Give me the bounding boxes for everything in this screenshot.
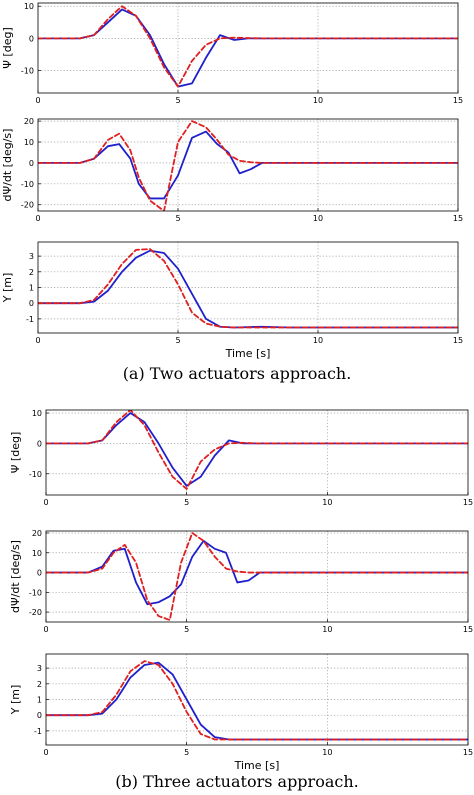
x-tick-label: 0 [43, 625, 48, 634]
x-tick-label: 5 [175, 96, 180, 105]
plot-area [38, 119, 458, 211]
plot-frame [45, 653, 469, 746]
x-tick-label: 0 [35, 214, 40, 223]
plot-area [46, 410, 468, 495]
series-line-dashed-red [46, 660, 468, 741]
series-line-dashed-red [46, 410, 468, 490]
chart-0: 0 5 10 15 -10 0 10 Ψ [deg] [1, 2, 463, 105]
x-axis-label: Time [s] [225, 347, 271, 360]
x-tick-label: 10 [313, 96, 323, 105]
y-axis-label: Y [m] [9, 685, 22, 716]
y-tick-label: 20 [24, 117, 34, 126]
plot-frame [45, 530, 469, 623]
series-line-dashed-red [38, 120, 458, 211]
plot-frame [45, 409, 469, 496]
x-tick-label: 0 [35, 96, 40, 105]
plot-frame [37, 241, 459, 334]
x-tick-label: 0 [43, 498, 48, 507]
y-tick-label: 3 [37, 664, 42, 673]
x-axis-label: Time [s] [234, 759, 280, 772]
series-line-dashed-red [38, 248, 458, 329]
y-tick-label: -10 [21, 67, 34, 76]
x-tick-label: 15 [463, 625, 473, 634]
x-tick-label: 15 [463, 748, 473, 757]
x-tick-label: 15 [463, 498, 473, 507]
series-line-dashed-red [46, 532, 468, 621]
y-tick-label: -20 [21, 201, 34, 210]
y-tick-label: 0 [29, 34, 34, 43]
y-tick-label: 20 [32, 529, 42, 538]
y-tick-label: 1 [37, 696, 42, 705]
y-axis-label: dΨ/dt [deg/s] [1, 129, 14, 202]
y-tick-label: 10 [32, 549, 42, 558]
x-tick-label: 5 [175, 336, 180, 345]
y-tick-label: 0 [29, 299, 34, 308]
x-tick-label: 10 [313, 336, 323, 345]
chart-5: 0 5 10 15 -1 0 1 2 3 Y [m] Time [s] [9, 653, 473, 772]
x-tick-label: 15 [453, 214, 463, 223]
chart-3: 0 5 10 15 -10 0 10 Ψ [deg] [9, 409, 473, 507]
x-tick-label: 10 [322, 748, 332, 757]
y-tick-label: 3 [29, 252, 34, 261]
y-tick-label: -10 [21, 180, 34, 189]
y-tick-label: -1 [34, 727, 42, 736]
x-tick-label: 5 [184, 748, 189, 757]
x-tick-label: 5 [184, 498, 189, 507]
y-tick-label: -20 [29, 608, 42, 617]
chart-4: 0 5 10 15 -20 -10 0 10 20 dΨ/dt [deg/s] [9, 529, 473, 634]
y-tick-label: 1 [29, 284, 34, 293]
y-tick-label: 10 [24, 2, 34, 11]
y-tick-label: 10 [32, 409, 42, 418]
y-tick-label: -1 [26, 315, 34, 324]
x-tick-label: 10 [322, 625, 332, 634]
plot-frame [37, 118, 459, 212]
y-tick-label: 0 [37, 711, 42, 720]
x-tick-label: 15 [453, 96, 463, 105]
plot-area [46, 531, 468, 622]
series-line-dashed-red [38, 5, 458, 88]
y-tick-label: 10 [24, 138, 34, 147]
plot-area [38, 3, 458, 93]
y-tick-label: 0 [37, 439, 42, 448]
y-tick-label: 2 [37, 680, 42, 689]
y-axis-label: Y [m] [1, 273, 14, 304]
chart-1: 0 5 10 15 -20 -10 0 10 20 dΨ/dt [deg/s] [1, 117, 463, 223]
plot-frame [37, 2, 459, 94]
y-tick-label: 2 [29, 268, 34, 277]
y-axis-label: Ψ [deg] [1, 27, 14, 68]
x-tick-label: 10 [313, 214, 323, 223]
y-axis-label: Ψ [deg] [9, 432, 22, 473]
x-tick-label: 0 [43, 748, 48, 757]
caption-a: (a) Two actuators approach. [123, 364, 352, 383]
x-tick-label: 5 [184, 625, 189, 634]
plot-area [38, 242, 458, 333]
y-tick-label: 0 [37, 569, 42, 578]
y-axis-label: dΨ/dt [deg/s] [9, 540, 22, 613]
x-tick-label: 15 [453, 336, 463, 345]
caption-b: (b) Three actuators approach. [115, 772, 358, 791]
x-tick-label: 10 [322, 498, 332, 507]
y-tick-label: -10 [29, 588, 42, 597]
chart-2: 0 5 10 15 -1 0 1 2 3 Y [m] Time [s] [1, 241, 463, 360]
x-tick-label: 0 [35, 336, 40, 345]
x-tick-label: 5 [175, 214, 180, 223]
y-tick-label: -10 [29, 470, 42, 479]
y-tick-label: 0 [29, 159, 34, 168]
